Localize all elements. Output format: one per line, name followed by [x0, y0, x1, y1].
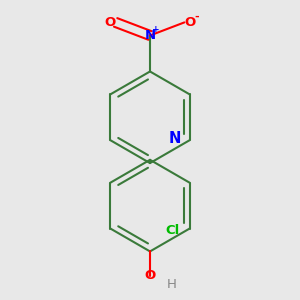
Text: O: O: [144, 269, 156, 283]
Text: O: O: [104, 16, 116, 29]
Text: Cl: Cl: [166, 224, 180, 237]
Text: +: +: [152, 25, 160, 34]
Text: N: N: [169, 131, 182, 146]
Text: -: -: [194, 11, 199, 22]
Text: N: N: [144, 29, 156, 42]
Text: H: H: [166, 278, 176, 291]
Text: O: O: [184, 16, 196, 29]
